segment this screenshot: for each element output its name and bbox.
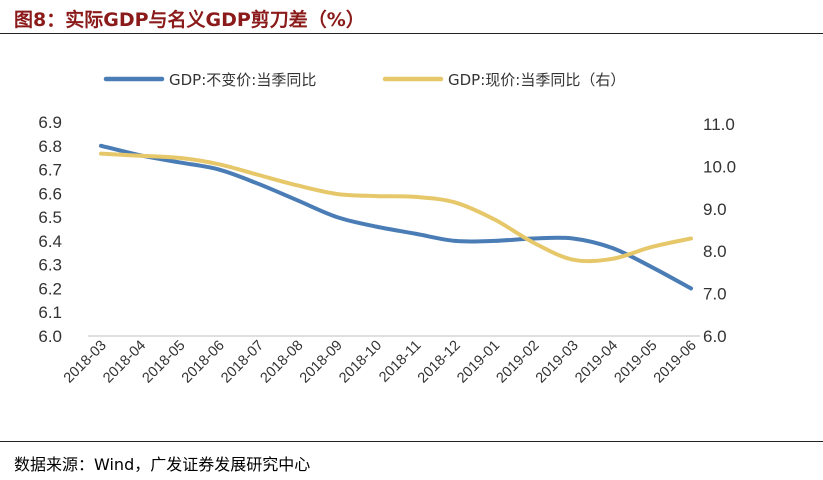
x-tick-label: 2019-03 xyxy=(533,338,582,387)
x-tick-label: 2019-05 xyxy=(612,338,661,387)
y-left-tick-label: 6.4 xyxy=(38,232,62,251)
x-tick-label: 2019-04 xyxy=(572,338,621,387)
y-left-tick-label: 6.3 xyxy=(38,256,62,275)
bottom-divider xyxy=(0,441,823,442)
line-chart: GDP:不变价:当季同比 GDP:现价:当季同比（右） 6.96.86.76.66… xyxy=(38,71,736,387)
legend-item-nominal-gdp: GDP:现价:当季同比（右） xyxy=(382,71,625,89)
y-left-tick-label: 6.2 xyxy=(38,279,62,298)
y-left-tick-label: 6.8 xyxy=(38,137,62,156)
page-title: 图8：实际GDP与名义GDP剪刀差（%） xyxy=(14,9,365,31)
x-tick-label: 2018-10 xyxy=(336,338,385,387)
chart-legend: GDP:不变价:当季同比 GDP:现价:当季同比（右） xyxy=(103,71,625,89)
x-tick-label: 2018-05 xyxy=(140,338,189,387)
title-bar: 图8：实际GDP与名义GDP剪刀差（%） xyxy=(0,0,823,34)
y-left-tick-label: 6.5 xyxy=(38,208,62,227)
series-lines xyxy=(99,143,693,291)
y-right-tick-label: 10.0 xyxy=(703,157,736,176)
legend-label: GDP:现价:当季同比（右） xyxy=(448,71,625,89)
y-axis-left: 6.9 6.8 6.7 6.6 6.5 6.4 6.3 6.2 6.1 6.0 xyxy=(38,113,62,346)
x-axis: 2018-032018-042018-052018-062018-072018-… xyxy=(61,338,700,387)
series-line-real-gdp xyxy=(99,143,693,291)
x-tick-label: 2019-06 xyxy=(651,338,700,387)
x-tick-label: 2018-08 xyxy=(258,338,307,387)
x-tick-label: 2019-01 xyxy=(454,338,503,387)
y-left-tick-label: 6.7 xyxy=(38,161,62,180)
x-tick-label: 2018-06 xyxy=(179,338,228,387)
series-line-nominal-gdp xyxy=(99,151,693,264)
y-right-tick-label: 9.0 xyxy=(703,200,727,219)
legend-label: GDP:不变价:当季同比 xyxy=(169,71,316,89)
x-tick-label: 2018-03 xyxy=(61,338,110,387)
top-divider xyxy=(0,33,823,34)
y-right-tick-label: 8.0 xyxy=(703,242,727,261)
source-note: 数据来源：Wind，广发证券发展研究中心 xyxy=(14,451,310,475)
y-left-tick-label: 6.1 xyxy=(38,303,62,322)
source-label: 数据来源： xyxy=(14,455,95,474)
y-axis-right: 11.0 10.0 9.0 8.0 7.0 6.0 xyxy=(703,115,736,346)
y-left-tick-label: 6.0 xyxy=(38,327,62,346)
legend-item-real-gdp: GDP:不变价:当季同比 xyxy=(103,71,316,89)
y-right-tick-label: 11.0 xyxy=(703,115,735,134)
x-tick-label: 2018-07 xyxy=(218,338,267,387)
y-left-tick-label: 6.9 xyxy=(38,113,62,132)
y-left-tick-label: 6.6 xyxy=(38,184,62,203)
x-tick-label: 2018-09 xyxy=(297,338,346,387)
y-right-tick-label: 7.0 xyxy=(703,285,727,304)
y-right-tick-label: 6.0 xyxy=(703,327,727,346)
x-tick-label: 2019-02 xyxy=(494,338,543,387)
source-text: Wind，广发证券发展研究中心 xyxy=(94,455,311,474)
x-tick-label: 2018-12 xyxy=(415,338,464,387)
x-tick-label: 2018-04 xyxy=(100,338,149,387)
